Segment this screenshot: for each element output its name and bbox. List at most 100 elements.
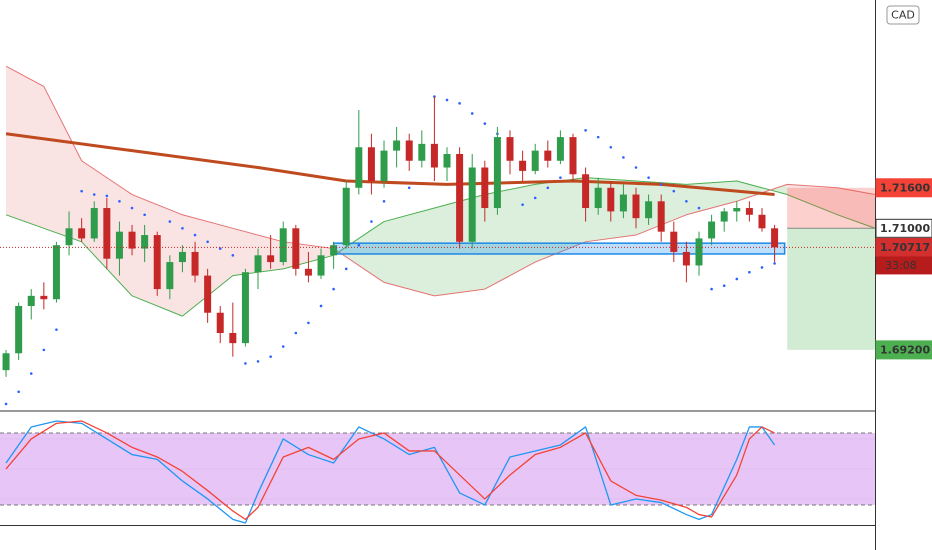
candle-body [632,194,640,219]
candle-body [519,160,527,171]
candle-body [166,262,174,290]
sar-dot [344,267,348,271]
candle-body [468,167,476,242]
sar-dot [470,112,474,115]
candle-body [216,312,224,333]
candle-body [720,211,728,222]
candle-body [569,137,577,175]
sar-dot [143,213,146,217]
sar-dot [17,390,20,394]
candle-body [141,235,149,249]
sar-dot [445,98,449,102]
candle-body [65,228,73,246]
sar-dot [181,227,184,230]
candle-body [355,147,363,188]
stop-label-box [875,178,932,198]
sar-dot [118,199,121,203]
sar-dot [92,193,96,196]
candle-body [204,275,212,313]
sar-dot [521,203,524,206]
sar-dot [294,331,298,335]
candle-body [456,154,464,242]
sar-dot [319,304,323,308]
candle-body [443,154,451,168]
candle-body [292,228,300,269]
cloud-fill [736,181,788,202]
countdown: 33:08 [885,259,917,272]
sar-dot [584,129,587,132]
sar-dot [546,186,550,190]
candle-body [405,140,413,161]
candle-body [418,143,426,161]
cloud-fill [787,184,838,215]
candle-body [279,228,287,263]
sar-dot [559,176,562,179]
sar-dot [685,199,688,203]
sar-dot [105,194,109,198]
candle-body [27,295,35,306]
sar-dot [622,156,625,159]
sar-dot [634,166,638,169]
sar-dot [710,287,713,291]
candle-body [733,208,741,212]
target-label: 1.69200 [880,343,930,356]
candle-body [582,174,590,209]
sar-dot [244,362,247,365]
sar-dot [4,402,8,406]
sar-dot [735,277,739,281]
stochastic-line [5,420,775,521]
sar-dot [773,262,776,265]
sar-dot [659,183,663,186]
candle-body [708,221,716,239]
main-panel [0,65,875,406]
candle-body [771,228,779,248]
candle-body [393,140,401,151]
sar-dot [458,102,461,105]
sar-dot [332,287,335,291]
sar-dot [269,355,272,358]
oscillator-panel [0,420,875,524]
sar-dot [42,348,46,352]
sar-dot [483,122,487,125]
support-zone [332,242,786,255]
candle-body [493,137,501,209]
sar-dot [609,145,613,149]
candle-body [317,255,325,276]
candle-body [78,228,86,239]
candle-body [241,272,249,344]
sar-dot [672,189,676,193]
sar-dot [281,345,285,348]
sar-dot [193,233,197,237]
stop-zone [787,187,875,229]
candle-body [619,194,627,212]
cloud-fill [43,86,82,242]
candle-body [15,305,23,354]
candle-body [544,150,552,161]
candle-body [40,295,48,300]
candle-body [481,167,489,209]
sar-dot [647,176,650,179]
last-price-label: 1.70717 [880,241,930,254]
candle-body [670,231,678,252]
cloud-fill [535,177,586,263]
candle-body [645,201,653,219]
candle-body [758,214,766,229]
cloud-fill [6,66,44,229]
sar-dot [748,270,751,274]
sar-dot [256,360,260,363]
target-zone [787,228,875,350]
stop-label: 1.71600 [880,181,930,194]
cloud-span-a [5,177,875,317]
sar-dot [722,284,726,288]
currency-box [886,5,920,25]
sar-dot [231,254,235,257]
candle-body [115,231,123,259]
candle-body [153,235,161,290]
candle-body [52,245,60,300]
sar-dot [760,266,764,269]
entry-label: 1.71000 [880,222,930,235]
sar-dot [130,206,134,210]
sar-dot [168,220,172,223]
candle-body [191,251,199,276]
